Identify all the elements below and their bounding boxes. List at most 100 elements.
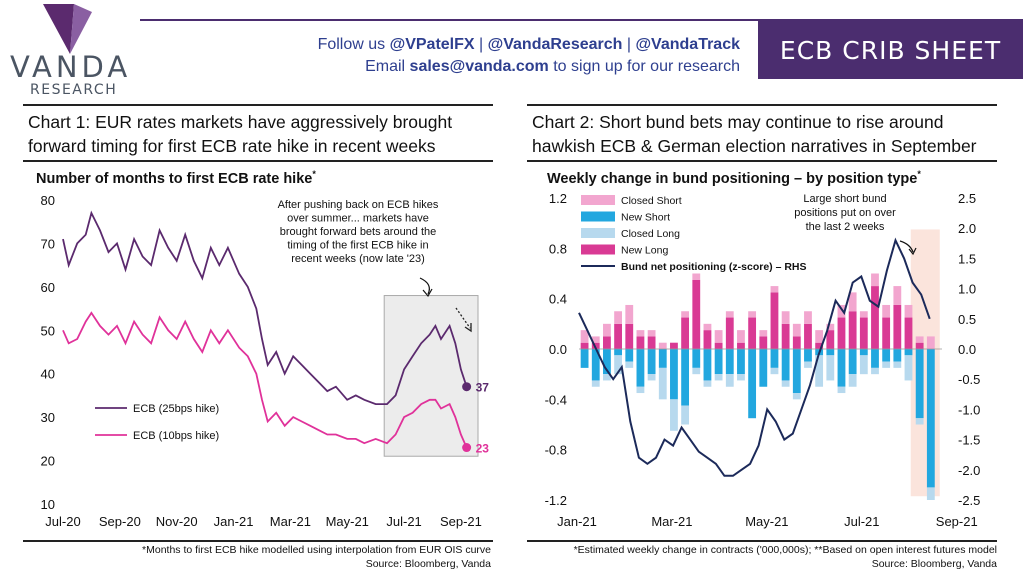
chart2-bar-cs xyxy=(636,330,645,337)
chart1-legend-label: ECB (10bps hike) xyxy=(133,430,219,442)
chart2-bar-cl xyxy=(591,380,600,387)
chart2-bar-ns xyxy=(725,349,734,375)
chart1-annotation: timing of the first ECB hike in xyxy=(287,240,428,252)
chart1-svg: 10 20 30 40 50 60 70 80 Jul-20 Sep-20 Nov-20 Jan-21… xyxy=(41,193,490,529)
chart1-x-tick: Jan-21 xyxy=(214,514,254,529)
chart1-y-tick: 50 xyxy=(41,323,55,338)
chart2-bar-cs xyxy=(781,311,790,324)
panel1-mid-rule xyxy=(23,160,493,162)
panel1-top-rule xyxy=(23,104,493,106)
chart2-y-tick: 0.0 xyxy=(549,342,567,357)
chart2-bar-cl xyxy=(781,380,790,387)
chart2-bar-cs xyxy=(603,323,611,337)
chart2-x-tick: Jul-21 xyxy=(844,514,879,529)
chart2-bar-nl xyxy=(703,330,712,349)
chart1-x-tick: Sep-21 xyxy=(440,514,482,529)
chart2-bar-cs xyxy=(770,286,779,293)
chart2-bar-cs xyxy=(692,273,701,280)
chart2-legend-swatch xyxy=(581,195,615,205)
chart2-bar-cs xyxy=(859,311,868,318)
email-prefix: Email xyxy=(365,58,410,75)
chart2-bar-cs xyxy=(714,330,723,343)
chart2-bar-cl xyxy=(815,355,824,387)
brand-name: VANDA xyxy=(10,50,132,84)
chart2-bar-nl xyxy=(591,342,600,349)
chart2-legend-label: Bund net positioning (z-score) – RHS xyxy=(621,261,807,273)
separator: | xyxy=(622,36,636,53)
chart2-footnote: *Estimated weekly change in contracts ('… xyxy=(573,544,997,556)
chart2-bar-nl xyxy=(748,317,757,349)
chart2-bar-nl xyxy=(759,336,768,349)
chart1-title: Number of months to first ECB rate hike* xyxy=(36,169,316,187)
chart2-bar-ns xyxy=(871,349,879,368)
chart2-bar-nl xyxy=(714,342,723,349)
chart1-source: Source: Bloomberg, Vanda xyxy=(365,558,491,570)
chart1-x-tick: Nov-20 xyxy=(156,514,198,529)
panel2-top-rule xyxy=(527,104,997,106)
chart2-legend-label: New Long xyxy=(621,245,668,257)
chart2-bar-cl xyxy=(882,361,891,368)
chart2-y2-tick: -2.0 xyxy=(958,463,980,478)
follow-prefix: Follow us xyxy=(317,36,390,53)
chart2-bar-ns xyxy=(614,349,623,356)
chart2-bar-nl xyxy=(893,304,902,349)
chart2-title-text: Weekly change in bund positioning – by p… xyxy=(547,170,918,187)
chart2-y2-tick: -2.5 xyxy=(958,493,980,508)
handle-vandatrack[interactable]: @VandaTrack xyxy=(635,36,740,53)
handle-vpatelfx[interactable]: @VPatelFX xyxy=(389,36,475,53)
chart2-bar-cs xyxy=(871,273,879,287)
chart1-footnote: *Months to first ECB hike modelled using… xyxy=(142,544,491,556)
chart2-bar-cl xyxy=(692,367,701,375)
chart2-bar-cs xyxy=(625,304,634,324)
chart2-bar-nl xyxy=(681,317,690,349)
chart2-annotation: Large short bund xyxy=(803,193,886,205)
panel2-mid-rule xyxy=(527,160,997,162)
chart2-bar-cl xyxy=(636,386,645,394)
chart2-bar-cs xyxy=(915,336,924,343)
chart2-y-tick: 0.4 xyxy=(549,292,567,307)
email-link[interactable]: sales@vanda.com xyxy=(409,58,549,75)
chart2-legend-label: Closed Long xyxy=(621,228,680,240)
chart1-y-tick: 60 xyxy=(41,280,55,295)
vanda-logo-mark xyxy=(43,4,92,54)
chart2-bar-cs xyxy=(815,330,824,343)
chart2-bar-cl xyxy=(703,380,712,387)
chart2-y-tick: -0.4 xyxy=(545,392,567,407)
chart2-bar-ns xyxy=(915,349,924,419)
chart2-y2-tick: 1.5 xyxy=(958,251,976,266)
handle-vandaresearch[interactable]: @VandaResearch xyxy=(487,36,623,53)
chart2-bar-ns xyxy=(737,349,745,375)
chart2-bar-cs xyxy=(614,311,623,324)
chart2-bar-nl xyxy=(725,317,734,349)
chart2-bar-cl xyxy=(614,355,623,375)
chart2-bar-ns xyxy=(748,349,757,419)
separator: | xyxy=(474,36,488,53)
chart2-bar-nl xyxy=(580,342,589,349)
chart2-x-tick: Sep-21 xyxy=(936,514,978,529)
chart2-bar-ns xyxy=(804,349,812,362)
chart2-bar-cl xyxy=(681,405,690,425)
chart1-x-tick: May-21 xyxy=(326,514,369,529)
chart2-bar-ns xyxy=(636,349,645,387)
chart2-bar-cl xyxy=(670,399,678,431)
chart2-x-tick: Jan-21 xyxy=(557,514,597,529)
chart1-x-tick: Mar-21 xyxy=(270,514,311,529)
chart2-bar-cs xyxy=(737,330,745,343)
chart2-bar-cs xyxy=(759,330,768,337)
chart2-bar-ns xyxy=(759,349,768,387)
chart1-series-line xyxy=(62,210,468,405)
chart2-bar-ns xyxy=(714,349,723,375)
chart2-bar-cs xyxy=(703,323,712,331)
chart2-bar-nl xyxy=(915,342,924,349)
chart1-y-tick: 20 xyxy=(41,454,55,469)
chart2-bar-cs xyxy=(580,330,589,343)
chart2-bar-ns xyxy=(904,349,913,356)
chart2-bar-cs xyxy=(658,342,667,349)
chart2-bar-cl xyxy=(770,367,779,375)
chart2-net-position-line xyxy=(578,237,931,477)
chart2-bar-cl xyxy=(714,374,723,381)
chart2-legend-label: New Short xyxy=(621,212,670,224)
chart1-annotation-arrowhead xyxy=(422,288,433,298)
chart1-x-tick: Jul-20 xyxy=(45,514,80,529)
chart2-svg: -1.2 -0.8 -0.4 0.0 0.4 0.8 1.2 -2.5 -2.0 -1.5 -1.0… xyxy=(545,191,981,529)
